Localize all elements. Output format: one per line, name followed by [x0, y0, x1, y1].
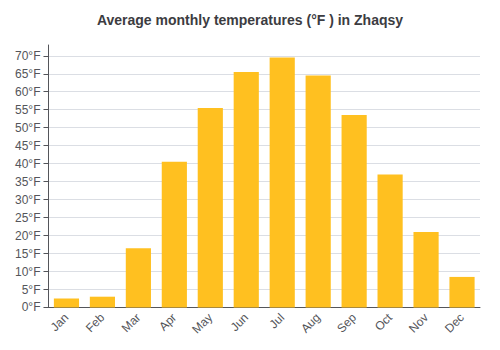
svg-text:50°F: 50°F	[15, 121, 40, 135]
svg-text:Dec: Dec	[442, 311, 467, 336]
svg-text:Jul: Jul	[266, 311, 287, 332]
svg-text:40°F: 40°F	[15, 157, 40, 171]
svg-text:Aug: Aug	[298, 311, 323, 336]
svg-text:0°F: 0°F	[22, 300, 41, 314]
svg-text:Feb: Feb	[83, 310, 108, 335]
svg-text:35°F: 35°F	[15, 175, 40, 189]
svg-text:5°F: 5°F	[22, 283, 41, 297]
svg-text:55°F: 55°F	[15, 103, 40, 117]
svg-text:Nov: Nov	[406, 311, 431, 336]
svg-text:Jun: Jun	[228, 311, 252, 335]
svg-text:May: May	[189, 311, 215, 337]
svg-text:15°F: 15°F	[15, 247, 40, 261]
svg-text:25°F: 25°F	[15, 211, 40, 225]
svg-text:Mar: Mar	[119, 311, 144, 335]
svg-text:Jan: Jan	[48, 311, 72, 335]
svg-text:Oct: Oct	[372, 310, 396, 334]
svg-text:70°F: 70°F	[15, 49, 40, 63]
svg-text:Sep: Sep	[334, 310, 359, 335]
svg-text:Apr: Apr	[156, 311, 179, 334]
svg-text:65°F: 65°F	[15, 67, 40, 81]
svg-text:Average monthly temperatures (: Average monthly temperatures (°F ) in Zh…	[97, 12, 403, 28]
svg-text:60°F: 60°F	[15, 85, 40, 99]
svg-text:20°F: 20°F	[15, 229, 40, 243]
svg-text:30°F: 30°F	[15, 193, 40, 207]
svg-text:10°F: 10°F	[15, 265, 40, 279]
svg-text:45°F: 45°F	[15, 139, 40, 153]
